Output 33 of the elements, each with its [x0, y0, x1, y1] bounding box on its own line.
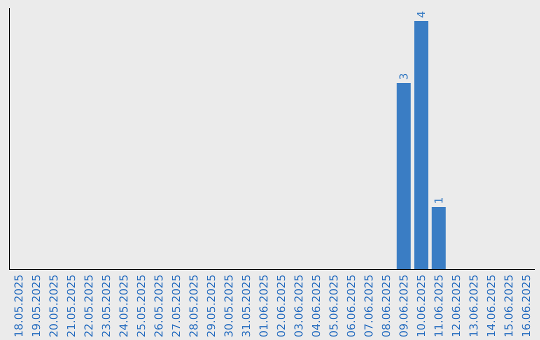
x-tick-label: 28.05.2025: [187, 274, 200, 338]
x-tick-label: 01.06.2025: [257, 274, 270, 338]
x-tick-label: 16.06.2025: [520, 274, 533, 338]
x-tick-label: 26.05.2025: [152, 274, 166, 338]
x-tick-label: 25.05.2025: [134, 274, 148, 338]
x-tick-label: 04.06.2025: [310, 274, 323, 338]
x-tick-label: 09.06.2025: [397, 274, 410, 338]
x-tick-label: 21.05.2025: [64, 274, 78, 338]
x-tick-label: 08.06.2025: [380, 274, 393, 338]
x-tick-label: 11.06.2025: [432, 274, 446, 338]
data-label: 1: [432, 197, 446, 204]
x-tick-label: 23.05.2025: [100, 274, 113, 338]
x-tick-label: 24.05.2025: [117, 274, 130, 338]
x-tick-label: 07.06.2025: [362, 274, 376, 338]
x-tick-label: 30.05.2025: [222, 274, 236, 338]
x-tick-label: 20.05.2025: [47, 274, 60, 338]
x-tick-label: 31.05.2025: [240, 274, 253, 338]
x-tick-label: 03.06.2025: [292, 274, 306, 338]
x-tick-label: 12.06.2025: [450, 274, 463, 338]
x-tick-label: 05.06.2025: [327, 274, 340, 338]
x-tick-label: 27.05.2025: [170, 274, 183, 338]
x-tick-label: 19.05.2025: [30, 274, 43, 338]
x-tick-label: 13.06.2025: [467, 274, 480, 338]
data-label: 3: [397, 73, 410, 80]
x-tick-label: 06.06.2025: [344, 274, 358, 338]
x-tick-label: 14.06.2025: [484, 274, 498, 338]
x-tick-label: 29.05.2025: [204, 274, 218, 338]
data-label: 4: [414, 11, 428, 18]
x-tick-label: 15.06.2025: [502, 274, 516, 338]
x-tick-label: 10.06.2025: [414, 274, 428, 338]
x-tick-label: 22.05.2025: [82, 274, 96, 338]
x-tick-label: 02.06.2025: [274, 274, 288, 338]
x-tick-label: 18.05.2025: [12, 274, 26, 338]
